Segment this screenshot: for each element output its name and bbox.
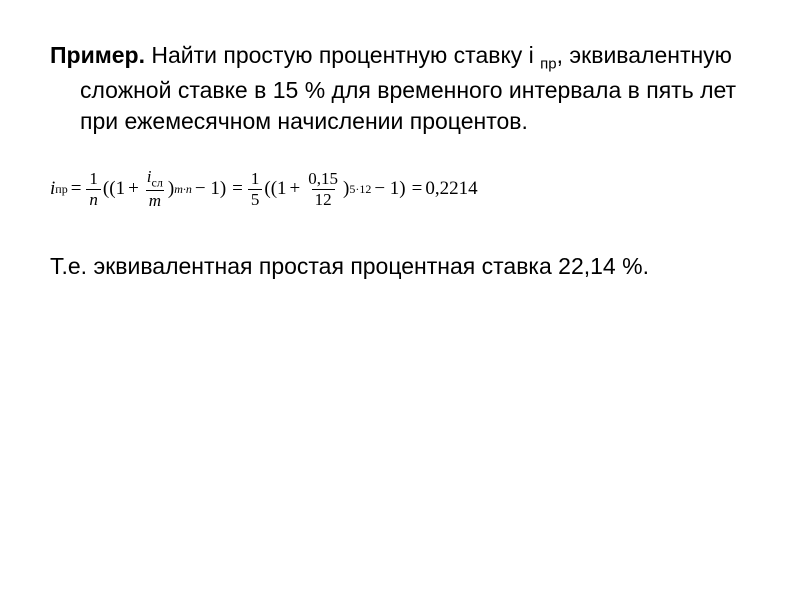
lparen1: ((1 — [103, 178, 125, 200]
eq1: = — [71, 178, 82, 200]
lhs-sub: пр — [55, 182, 67, 197]
frac-1: 1 n — [86, 169, 101, 210]
result: 0,2214 — [425, 178, 477, 200]
problem-subscript: пр — [540, 56, 556, 73]
frac4-num: 0,15 — [305, 169, 341, 189]
frac-3: 1 5 — [248, 169, 263, 210]
frac4-den: 12 — [312, 189, 335, 210]
minus2: − 1) — [374, 178, 405, 200]
example-label: Пример. — [50, 42, 145, 68]
frac3-num: 1 — [248, 169, 263, 189]
minus1: − 1) — [195, 178, 226, 200]
frac-4: 0,15 12 — [305, 169, 341, 210]
frac1-num: 1 — [86, 169, 101, 189]
frac3-den: 5 — [248, 189, 263, 210]
plus1: + — [128, 178, 139, 200]
frac2-num-sub: сл — [152, 175, 163, 189]
frac1-den: n — [89, 190, 98, 209]
problem-text-1: Найти простую процентную ставку i — [145, 42, 540, 68]
conclusion: Т.е. эквивалентная простая процентная ст… — [50, 251, 750, 282]
eq3: = — [412, 178, 423, 200]
exp1: m·n — [174, 182, 192, 197]
frac2-den: m — [149, 191, 161, 210]
plus2: + — [290, 178, 301, 200]
eq2: = — [232, 178, 243, 200]
lparen2: ((1 — [264, 178, 286, 200]
frac-2: iсл m — [144, 167, 166, 211]
formula: iпр = 1 n ((1 + iсл m )m·n − 1) = 1 5 ((… — [50, 167, 750, 211]
conclusion-text: Т.е. эквивалентная простая процентная ст… — [50, 253, 649, 279]
exp2: 5·12 — [349, 182, 371, 197]
problem-statement: Пример. Найти простую процентную ставку … — [50, 40, 750, 137]
